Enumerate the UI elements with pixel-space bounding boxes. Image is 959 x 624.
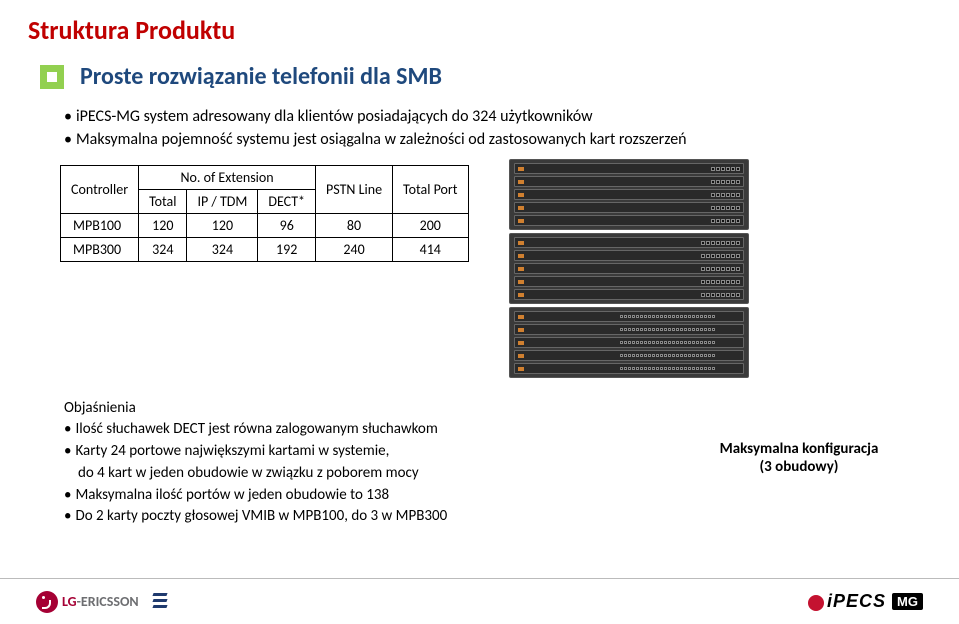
rack-slot [514,202,744,213]
ericsson-stripes-icon [153,591,171,613]
cell-port: 414 [393,238,468,262]
footer: LG-ERICSSON iPECS MG [0,578,959,624]
rack-slot [514,263,744,274]
cell-iptdm: 120 [187,214,258,238]
cell-port: 200 [393,214,468,238]
rack-slot [514,337,744,348]
page-title: Struktura Produktu [0,0,959,46]
lg-text: LG [62,593,77,610]
subtitle-row: Proste rozwiązanie telefonii dla SMB [0,46,959,91]
intro-bullet: iPECS-MG system adresowany dla klientów … [64,105,959,128]
bullet-square-icon [40,65,64,89]
th-total: Total [139,190,187,214]
cell-total: 120 [139,214,187,238]
rack-slot [514,237,744,248]
ipecs-text: iPECS [827,591,886,612]
rack-caption: Maksymalna konfiguracja (3 obudowy) [699,440,899,476]
cell-name: MPB300 [61,238,139,262]
rack-slot [514,324,744,335]
rack-diagram [509,159,749,381]
cell-name: MPB100 [61,214,139,238]
subtitle: Proste rozwiązanie telefonii dla SMB [80,62,442,91]
explain-item: Ilość słuchawek DECT jest równa zalogowa… [64,419,540,441]
ericsson-text: -ERICSSON [77,593,139,610]
rack-slot [514,311,744,322]
table-row: MPB300 324 324 192 240 414 [61,238,469,262]
cell-iptdm: 324 [187,238,258,262]
rack-slot [514,215,744,226]
caption-line2: (3 obudowy) [699,458,899,476]
ipecs-dot-icon [808,595,824,611]
rack-slot [514,289,744,300]
th-dect: DECT* [258,190,316,214]
rack-unit [509,307,749,378]
rack-slot [514,189,744,200]
cell-dect: 96 [258,214,316,238]
cell-total: 324 [139,238,187,262]
th-pstn: PSTN Line [316,166,393,214]
logo-ipecs-mg: iPECS MG [807,591,923,612]
cell-dect: 192 [258,238,316,262]
cell-pstn: 240 [316,238,393,262]
explain-item: Do 2 karty poczty głosowej VMIB w MPB100… [64,506,540,528]
rack-unit [509,233,749,304]
mg-badge: MG [892,593,923,610]
rack-slot [514,363,744,374]
rack-unit [509,159,749,230]
explain-item: Karty 24 portowe największymi kartami w … [64,441,540,463]
th-totalport: Total Port [393,166,468,214]
lg-circle-icon [36,591,58,613]
th-iptdm: IP / TDM [187,190,258,214]
explain-subitem: do 4 kart w jeden obudowie w związku z p… [64,463,540,485]
th-controller: Controller [61,166,139,214]
spec-table: Controller No. of Extension PSTN Line To… [60,165,469,262]
th-noext: No. of Extension [139,166,316,190]
rack-slot [514,350,744,361]
rack-slot [514,176,744,187]
rack-slot [514,250,744,261]
rack-slot [514,163,744,174]
logo-lg-ericsson: LG-ERICSSON [36,591,171,613]
rack-slot [514,276,744,287]
explain-title: Objaśnienia [64,399,540,417]
intro-bullets: iPECS-MG system adresowany dla klientów … [0,91,959,151]
intro-bullet: Maksymalna pojemność systemu jest osiąga… [64,128,959,151]
explain-item: Maksymalna ilość portów w jeden obudowie… [64,485,540,507]
caption-line1: Maksymalna konfiguracja [699,440,899,458]
explanation-block: Objaśnienia Ilość słuchawek DECT jest ró… [0,381,540,528]
cell-pstn: 80 [316,214,393,238]
table-row: MPB100 120 120 96 80 200 [61,214,469,238]
